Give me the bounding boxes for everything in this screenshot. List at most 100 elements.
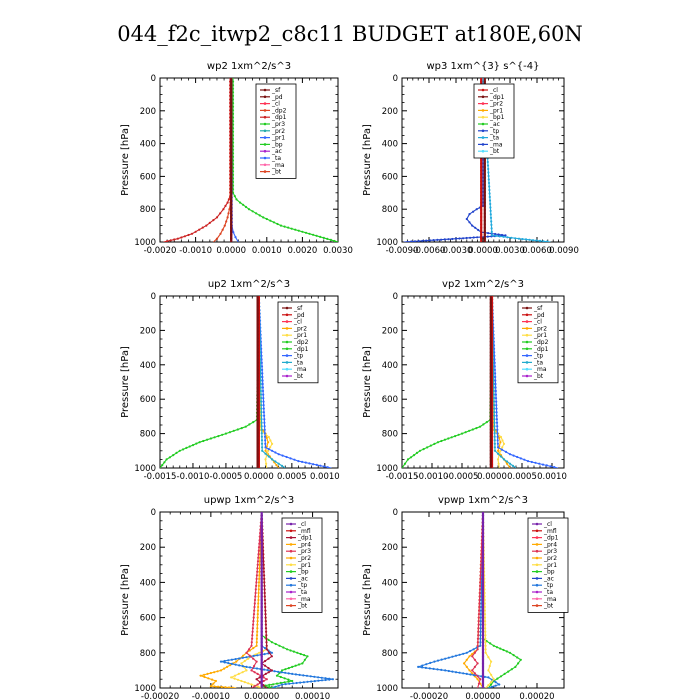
data-point [489,431,492,434]
data-point [531,239,535,242]
data-point [480,158,483,162]
data-point [262,563,265,566]
data-point [260,658,263,661]
data-point [240,662,243,665]
data-point [233,195,236,198]
data-point [235,198,238,201]
data-point [493,449,497,452]
legend-marker [263,143,267,146]
data-point [269,446,272,449]
data-point [231,105,235,108]
data-point [166,240,169,242]
data-point [242,654,245,657]
data-point [260,563,263,566]
data-point [256,445,259,448]
data-point [265,462,268,465]
data-point [481,517,485,521]
data-point [236,678,240,681]
data-point [519,658,522,661]
legend-marker [481,149,485,153]
data-point [468,655,471,658]
x-tick-label: 0.0000 [477,472,507,482]
series-group [163,78,338,242]
data-point [252,616,255,619]
data-point [281,454,284,457]
data-point [481,539,485,542]
data-point [481,655,485,658]
data-point [224,432,227,435]
data-point [260,521,263,524]
data-point [489,368,492,371]
data-point [247,682,250,685]
data-point [260,535,263,538]
data-point [483,616,487,619]
series-line-bp [482,512,522,688]
data-point [251,210,254,213]
legend-marker [285,320,289,323]
data-point [256,560,260,563]
data-point [263,418,266,421]
panel-wp3: wp3 1xm^{3} s^{-4} Pressure [hPa] 0 200 400 6… [362,61,579,256]
data-point [480,553,483,556]
data-point [481,598,485,602]
data-point [497,462,500,465]
data-point [481,634,485,637]
data-point [478,425,482,428]
data-point [256,305,259,308]
data-point [489,456,492,459]
data-point [480,605,483,609]
data-point [209,671,212,675]
data-point [496,435,499,438]
data-point [489,305,492,308]
data-point [473,658,476,661]
data-point [257,602,260,605]
data-point [261,449,264,452]
data-point [478,609,481,612]
data-point [514,237,517,240]
legend-entry: _mfl [543,528,557,535]
data-point [230,162,233,165]
data-point [489,428,492,431]
legend-entry: _ma [293,366,307,373]
data-point [481,197,485,200]
data-point [217,685,220,688]
data-point [293,458,296,461]
data-point [333,239,336,242]
data-point [260,532,263,535]
data-point [252,647,255,650]
data-point [489,351,492,354]
data-point [417,240,420,242]
data-point [489,449,492,452]
data-point [465,236,468,240]
data-point [487,232,490,235]
data-point [460,432,464,435]
data-point [481,158,485,161]
data-point [208,221,211,224]
x-tick-label: 0.0010 [252,246,282,256]
data-point [263,421,266,424]
data-point [512,454,515,457]
data-point [305,674,309,677]
legend-marker [535,590,539,594]
x-tick-label: -0.00010 [192,692,230,700]
data-point [230,144,233,147]
legend-entry: _cl [271,101,280,108]
data-point [443,438,446,441]
data-point [481,190,485,193]
data-point [253,609,256,612]
data-point [198,228,201,231]
data-point [256,316,259,319]
legend-marker [285,306,289,310]
y-tick-label: 0 [151,74,156,84]
data-point [260,595,263,598]
data-point [239,201,242,204]
y-tick-label: 400 [382,361,398,371]
y-tick-label: 1000 [134,684,156,694]
data-point [471,655,474,658]
data-point [495,411,498,414]
data-point [454,237,458,240]
data-point [472,648,475,651]
data-point [481,641,485,644]
data-point [483,219,486,222]
data-point [483,198,486,201]
